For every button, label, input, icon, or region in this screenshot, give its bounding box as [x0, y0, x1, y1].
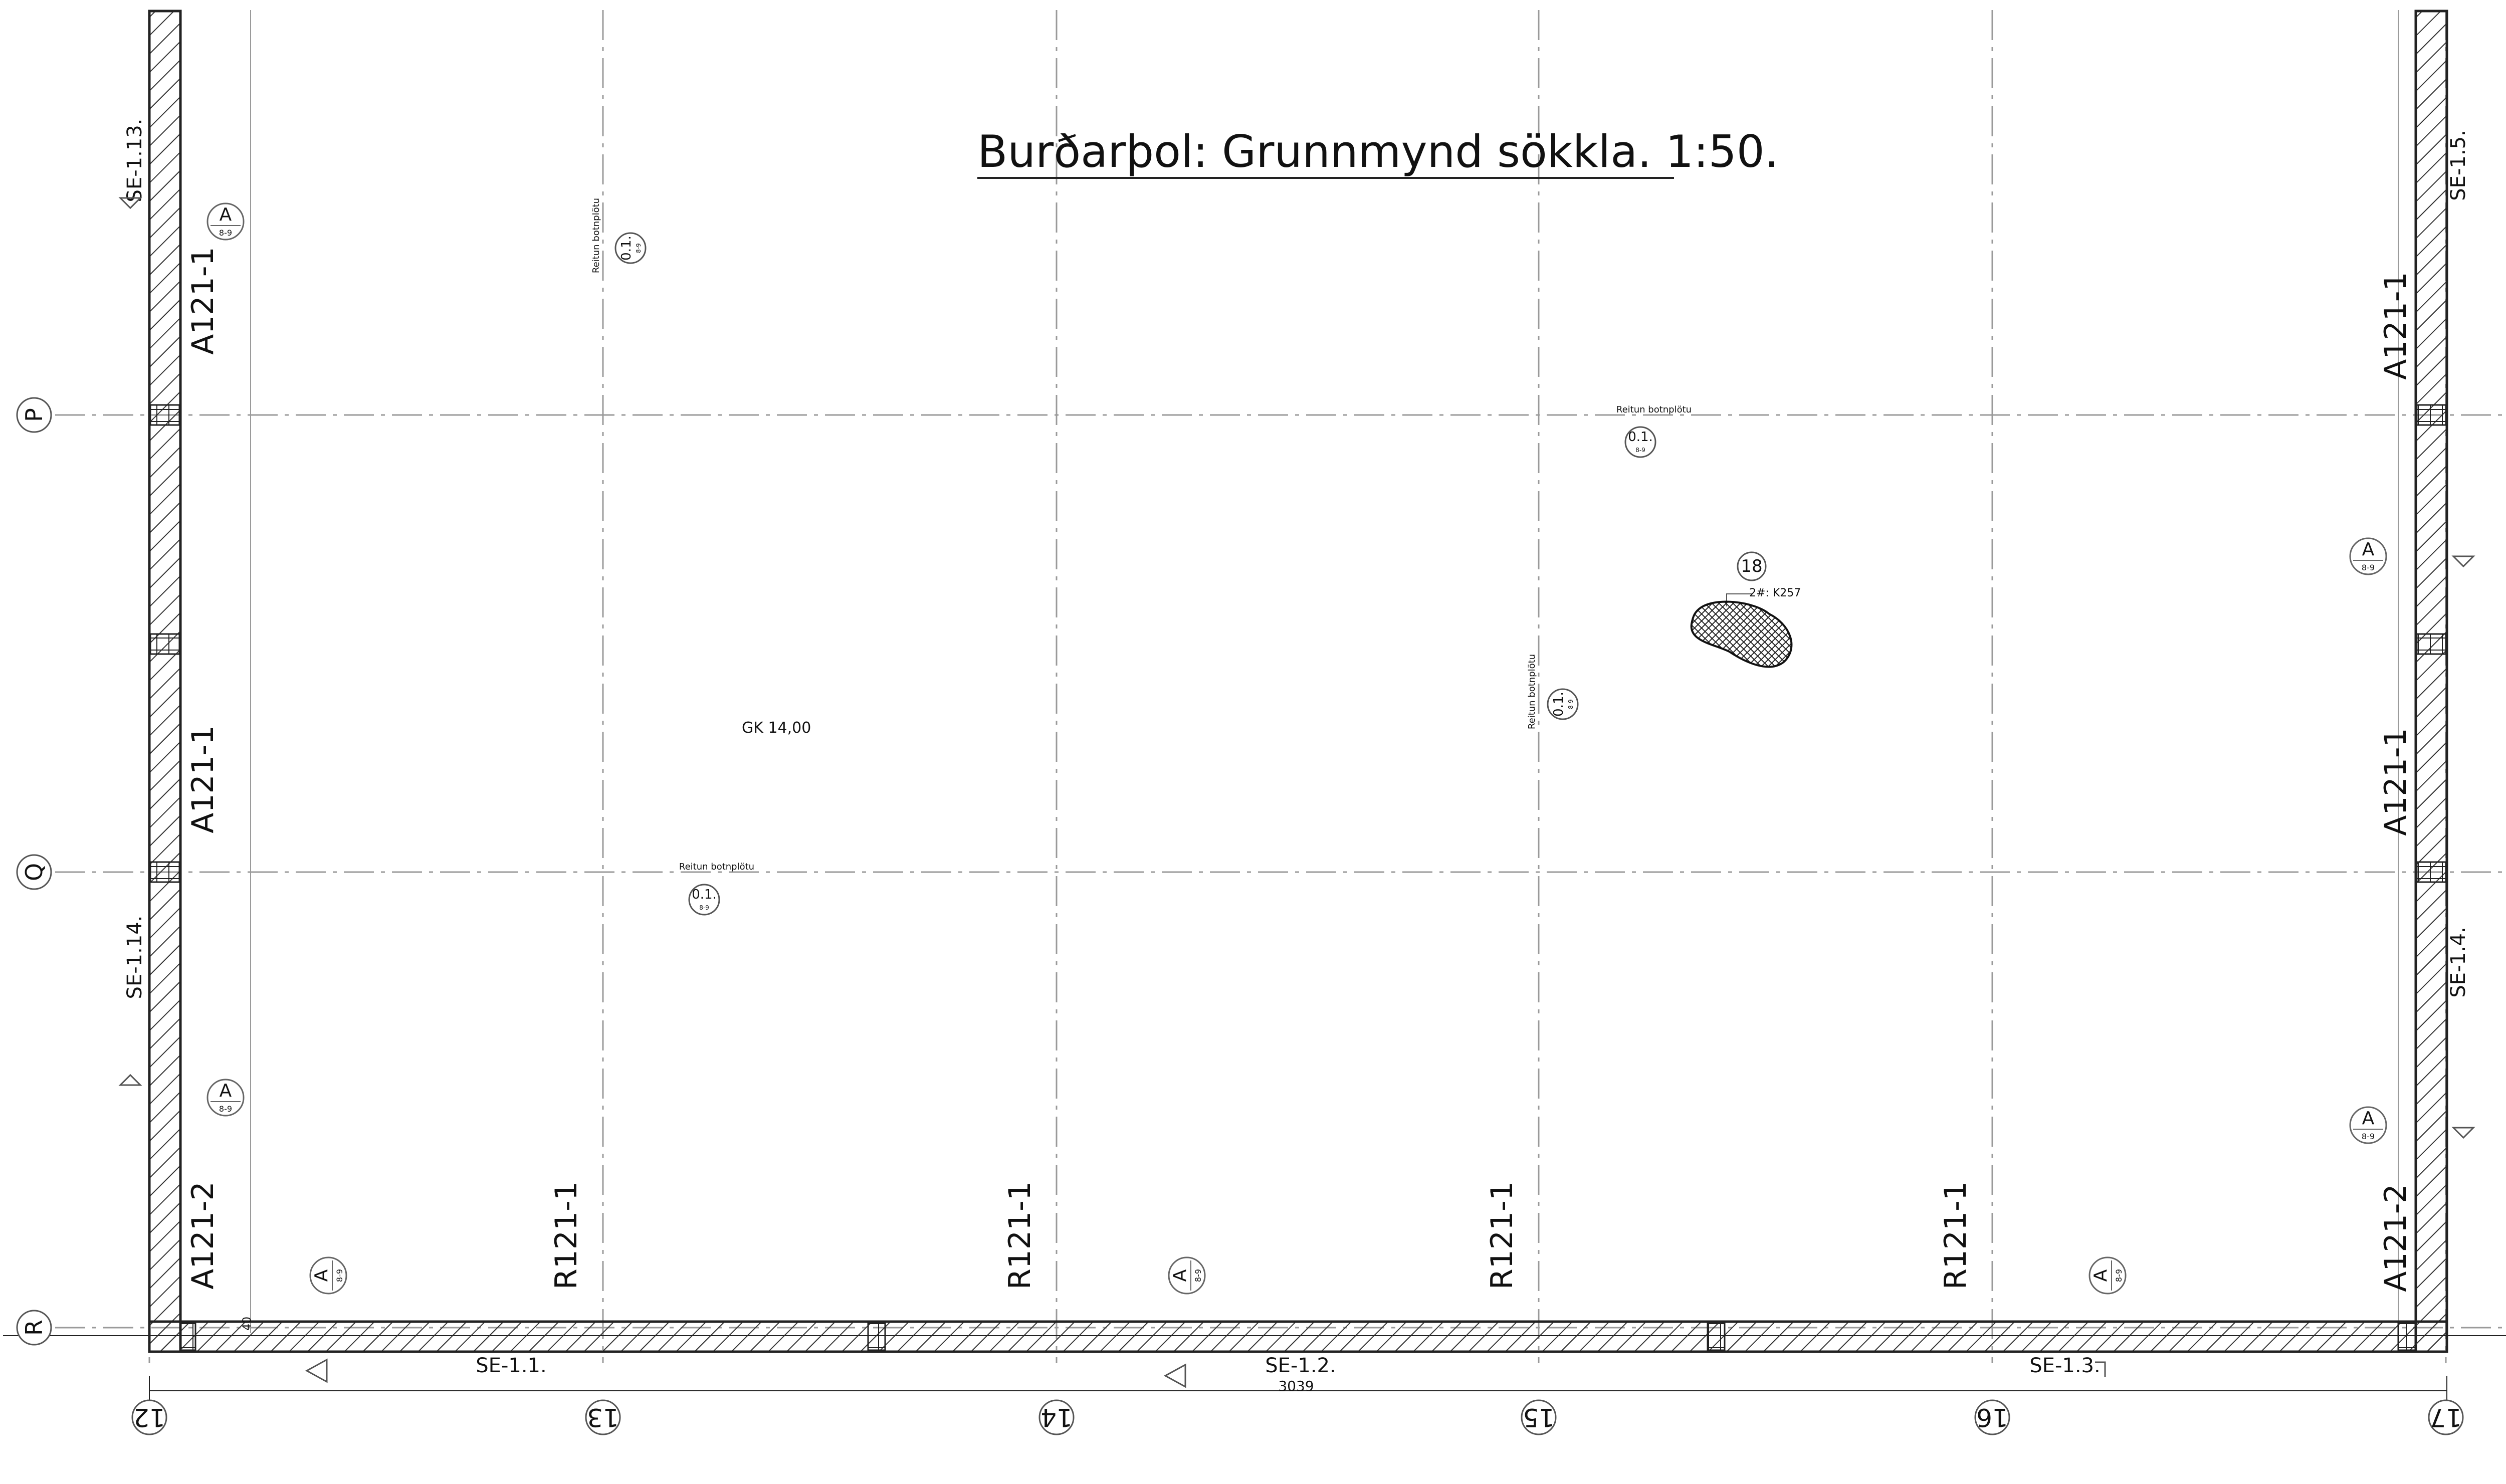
wall-label-bottom-2: R121-1 — [1002, 1181, 1037, 1290]
svg-text:0.1.: 0.1. — [1628, 430, 1653, 445]
section-marker-3: A 8-9 — [2349, 537, 2387, 575]
svg-text:A: A — [220, 204, 232, 225]
wall-label-right-top: A121-1 — [2378, 272, 2413, 379]
svg-text:8-9: 8-9 — [699, 904, 709, 911]
dimension-text: 3039 — [1278, 1378, 1314, 1394]
callout-4: Reitun botnplötu 0.1. 8-9 — [679, 862, 754, 916]
wall-label-bottom-3: R121-1 — [1485, 1181, 1520, 1290]
section-label-left-bottom: SE-1.14. — [123, 916, 146, 999]
svg-text:0.1.: 0.1. — [619, 236, 634, 261]
svg-text:14: 14 — [1040, 1403, 1073, 1432]
section-label-bottom-2: SE-1.2. — [1265, 1354, 1336, 1377]
callout-3: Reitun botnplötu 0.1. 8-9 — [1527, 654, 1579, 729]
grid-column-16: 16 — [1974, 1399, 2010, 1435]
svg-text:8-9: 8-9 — [2114, 1269, 2124, 1282]
svg-text:8-9: 8-9 — [219, 228, 232, 238]
svg-text:8-9: 8-9 — [1635, 447, 1645, 454]
svg-text:15: 15 — [1523, 1403, 1555, 1432]
detail-18: 18 2#: K257 — [1690, 551, 1801, 668]
svg-text:0.1.: 0.1. — [692, 887, 717, 902]
svg-text:0.1.: 0.1. — [1551, 692, 1566, 717]
svg-text:12: 12 — [133, 1403, 165, 1432]
svg-text:Q: Q — [21, 863, 48, 881]
wall-label-bottom-4: R121-1 — [1938, 1181, 1973, 1290]
svg-text:13: 13 — [587, 1403, 619, 1432]
svg-text:8-9: 8-9 — [335, 1269, 344, 1282]
svg-text:A: A — [311, 1269, 332, 1282]
wall-labels: A121-1 A121-1 A121-2 A121-1 A121-1 A121-… — [185, 247, 2413, 1292]
small-dimension-text: 40 — [241, 1317, 254, 1331]
svg-text:8-9: 8-9 — [635, 243, 642, 253]
detail-number: 18 — [1741, 556, 1762, 576]
right-wall — [2414, 10, 2448, 1353]
svg-text:A: A — [2362, 539, 2375, 560]
grid-column-13: 13 — [585, 1399, 621, 1435]
grid-row-p: P — [16, 397, 52, 433]
svg-text:8-9: 8-9 — [219, 1104, 232, 1114]
svg-text:Reitun botnplötu: Reitun botnplötu — [679, 862, 754, 872]
callout-1: Reitun botnplötu 0.1. 8-9 — [591, 198, 647, 273]
level-label: GK 14,00 — [742, 719, 811, 737]
svg-text:A: A — [2362, 1108, 2375, 1129]
section-label-right-top: SE-1.5. — [2447, 130, 2470, 200]
section-marker-4: A 8-9 — [2349, 1106, 2387, 1144]
grid-row-markers: P Q R — [16, 397, 52, 1346]
callout-2: Reitun botnplötu 0.1. 8-9 — [1616, 404, 1692, 458]
grid-column-14: 14 — [1038, 1399, 1075, 1435]
grid-column-markers: 12 13 14 15 16 17 — [131, 1399, 2464, 1435]
wall-label-right-middle: A121-1 — [2378, 728, 2413, 835]
grid-row-q: Q — [16, 854, 52, 890]
svg-text:17: 17 — [2430, 1403, 2462, 1432]
grid-column-12: 12 — [131, 1399, 167, 1435]
wall-label-left-bottom: A121-2 — [185, 1181, 221, 1289]
grid-lines — [55, 10, 2506, 1363]
svg-text:8-9: 8-9 — [1193, 1269, 1203, 1282]
svg-text:A: A — [2091, 1269, 2111, 1282]
svg-text:Reitun botnplötu: Reitun botnplötu — [1527, 654, 1537, 729]
svg-text:16: 16 — [1976, 1403, 2008, 1432]
section-marker-1: A 8-9 — [206, 202, 245, 241]
detail-note: 2#: K257 — [1749, 587, 1801, 599]
grid-column-15: 15 — [1521, 1399, 1557, 1435]
svg-text:A: A — [220, 1081, 232, 1101]
section-labels: SE-1.13. SE-1.14. SE-1.5. SE-1.4. SE-1.1… — [118, 119, 2475, 1388]
section-marker-7: A 8-9 — [2089, 1256, 2127, 1295]
svg-text:Reitun botnplötu: Reitun botnplötu — [591, 198, 601, 273]
section-marker-5: A 8-9 — [309, 1256, 347, 1295]
svg-text:8-9: 8-9 — [1567, 699, 1574, 709]
section-markers: A 8-9 A 8-9 A 8-9 A 8-9 A 8-9 — [206, 202, 2387, 1295]
grid-row-r: R — [16, 1310, 52, 1346]
wall-label-bottom-1: R121-1 — [549, 1181, 584, 1290]
grid-column-17: 17 — [2428, 1399, 2464, 1435]
svg-text:8-9: 8-9 — [2362, 563, 2375, 572]
wall-label-right-bottom: A121-2 — [2378, 1184, 2413, 1292]
svg-text:A: A — [1170, 1269, 1190, 1282]
svg-text:8-9: 8-9 — [2362, 1132, 2375, 1141]
section-label-left-top: SE-1.13. — [123, 119, 146, 202]
svg-text:R: R — [21, 1320, 48, 1336]
section-marker-2: A 8-9 — [206, 1079, 245, 1117]
drawing-title: Burðarþol: Grunnmynd sökkla. 1:50. — [977, 126, 1779, 179]
section-label-bottom-1: SE-1.1. — [476, 1354, 546, 1377]
title-text: Burðarþol: Grunnmynd sökkla. 1:50. — [977, 126, 1779, 177]
foundation-walls — [3, 10, 2506, 1353]
dimension-line: 3039 40 — [149, 1317, 2447, 1403]
left-wall — [148, 10, 182, 1353]
section-marker-6: A 8-9 — [1168, 1256, 1206, 1295]
wall-label-left-middle: A121-1 — [185, 725, 221, 833]
callouts: Reitun botnplötu 0.1. 8-9 Reitun botnplö… — [591, 198, 1692, 916]
section-label-right-bottom: SE-1.4. — [2447, 927, 2470, 997]
bottom-wall — [148, 1320, 2448, 1353]
section-label-bottom-3: SE-1.3. — [2029, 1354, 2100, 1377]
wall-label-left-top: A121-1 — [185, 247, 221, 354]
svg-text:P: P — [21, 408, 48, 422]
svg-text:Reitun botnplötu: Reitun botnplötu — [1616, 404, 1692, 415]
